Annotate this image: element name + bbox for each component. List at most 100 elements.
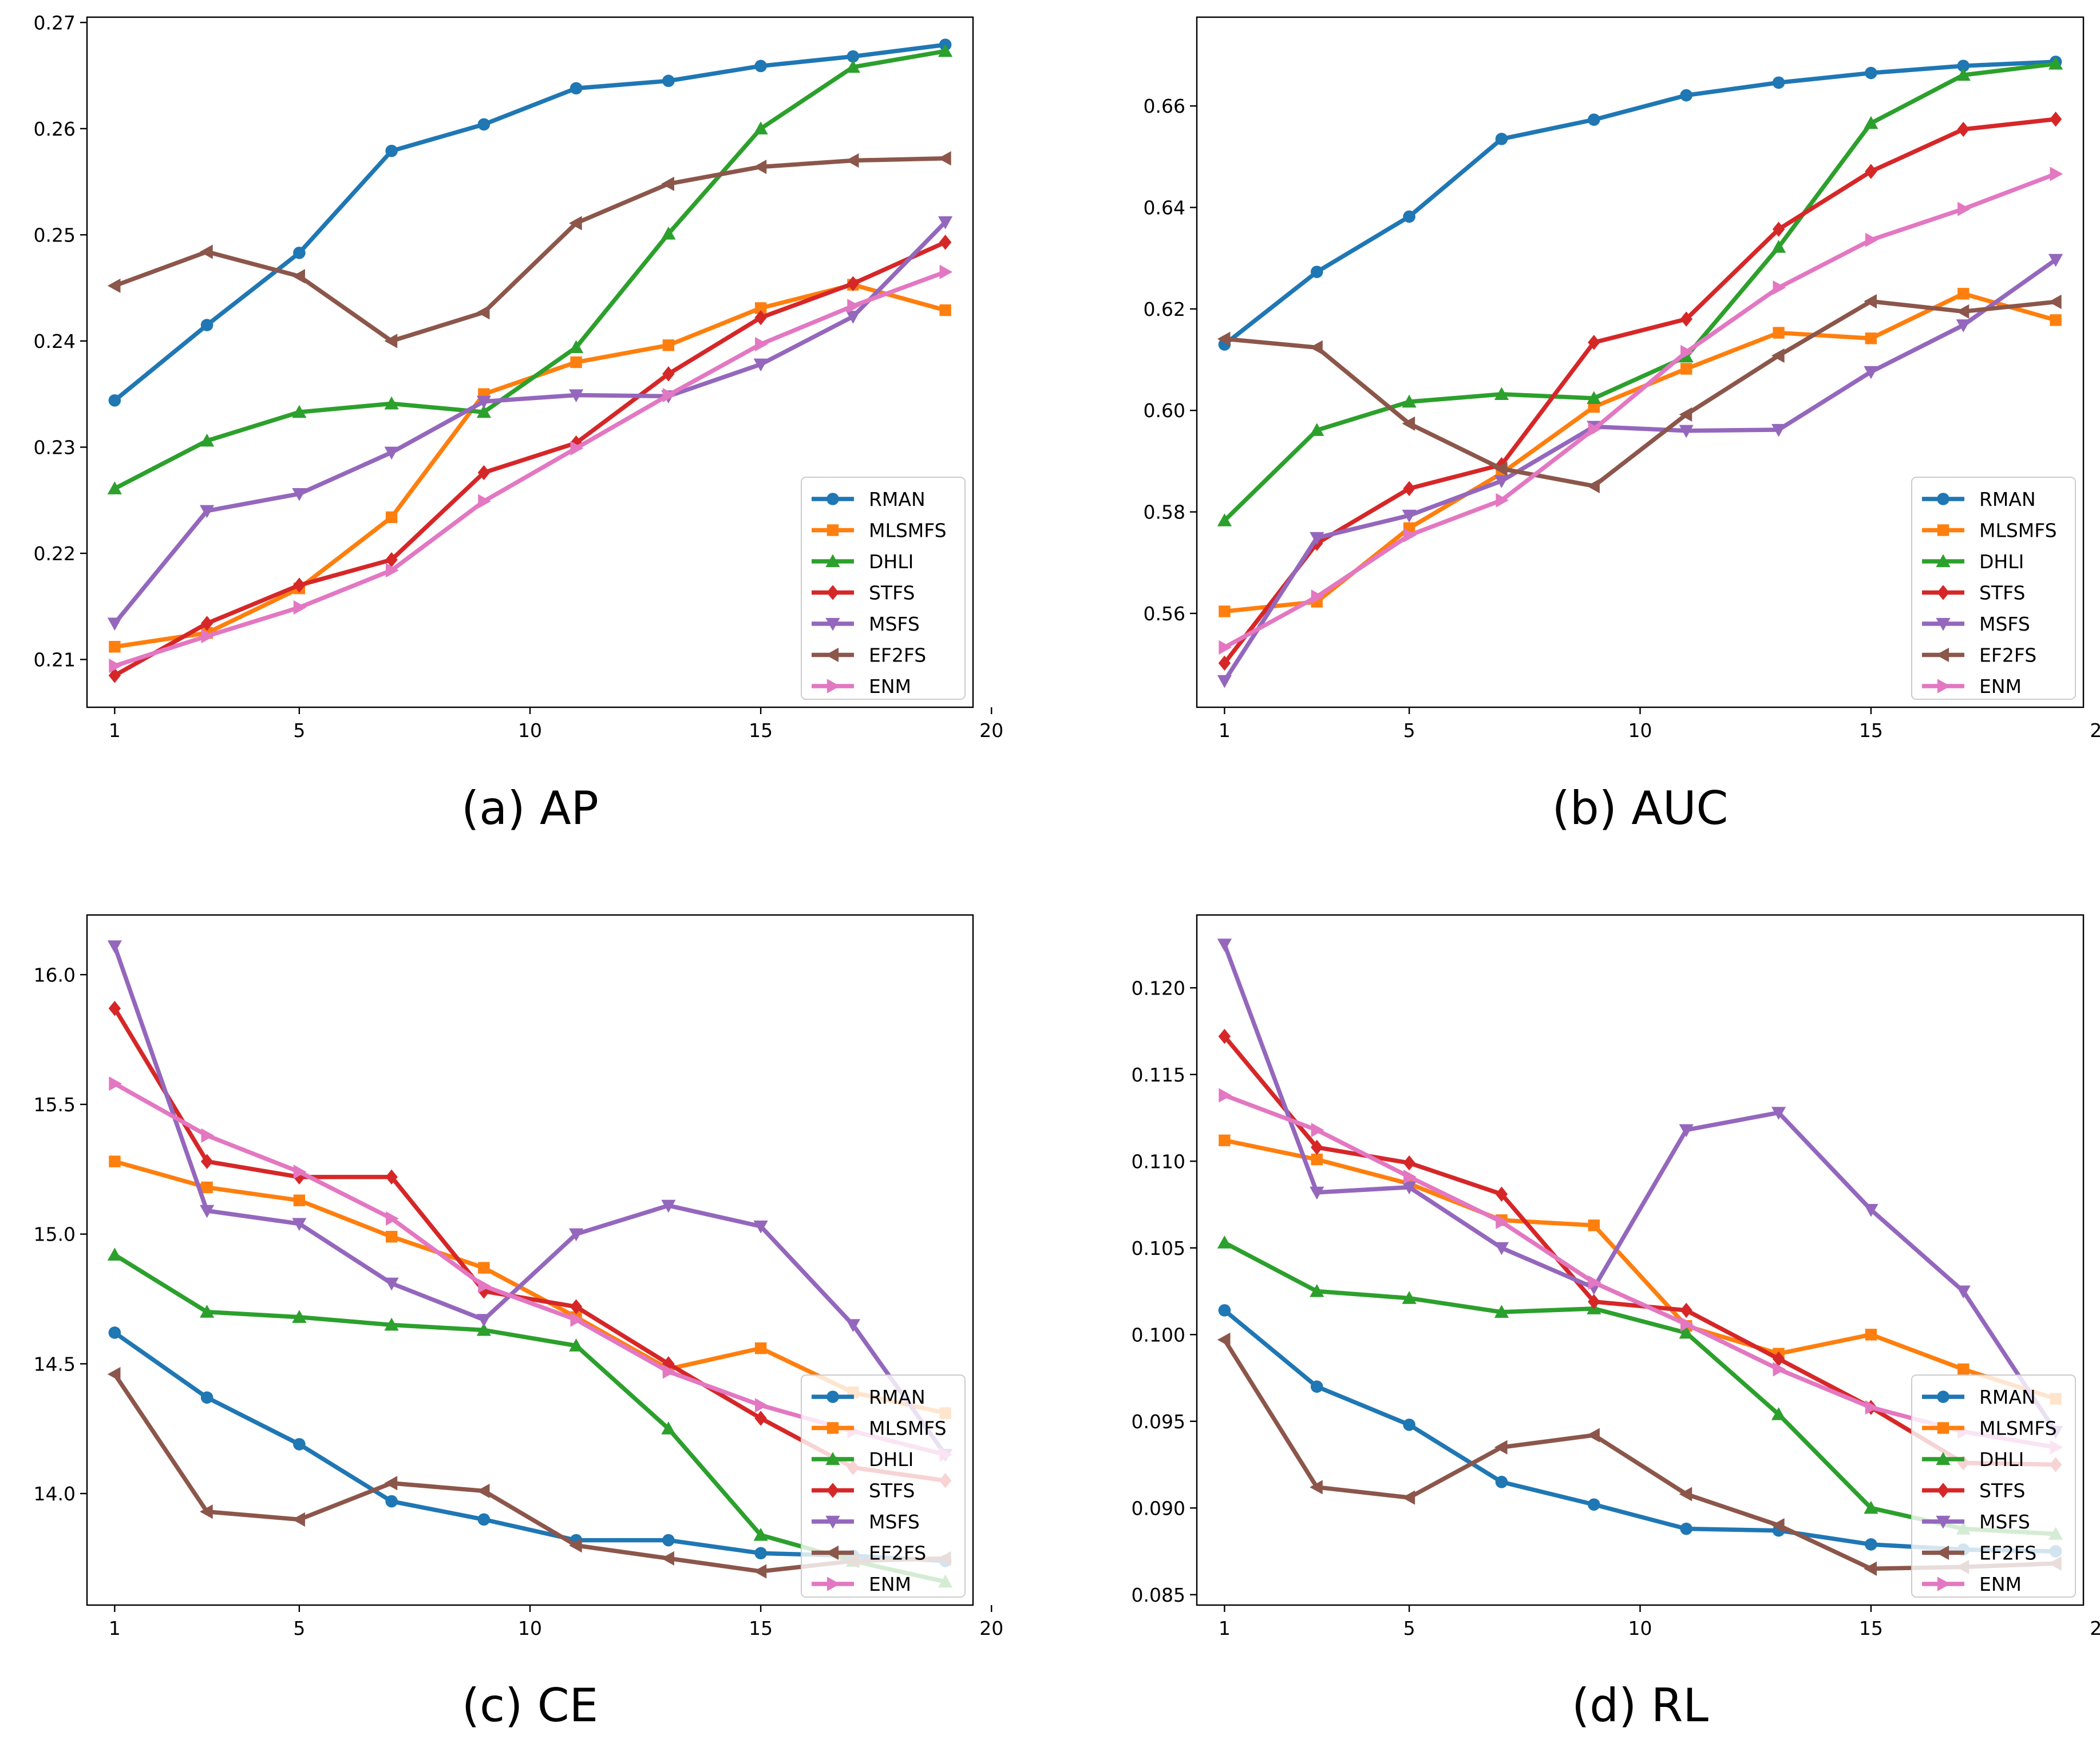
data-point-ef2fs xyxy=(1771,1518,1785,1533)
data-point-enm xyxy=(293,600,307,615)
chart-panel-ap: 1 5 10 15 200.210.220.230.240.250.260.27RMAN… xyxy=(34,11,1004,835)
data-point-dhli xyxy=(1679,1325,1694,1339)
data-point-mlsmfs xyxy=(754,1342,767,1354)
data-point-stfs xyxy=(1865,164,1877,179)
chart-panel-ce: 1 5 10 15 2014.014.515.015.516.0RMANMLSMFSDH… xyxy=(34,914,1003,1732)
data-point-rman xyxy=(1403,1419,1415,1431)
legend-label-dhli: DHLI xyxy=(1979,1448,2024,1471)
legend-label-rman: RMAN xyxy=(869,1386,926,1408)
data-point-msfs xyxy=(107,940,122,954)
legend-marker-msfs xyxy=(1936,617,1951,631)
data-point-dhli xyxy=(476,1322,491,1336)
data-point-msfs xyxy=(292,488,307,501)
series-line-msfs xyxy=(112,944,948,1457)
legend-marker-mlsmfs xyxy=(826,524,839,536)
data-point-mlsmfs xyxy=(201,1181,213,1194)
data-point-enm xyxy=(1588,422,1601,437)
data-point-ef2fs xyxy=(661,176,674,191)
data-point-dhli xyxy=(292,405,307,418)
legend-label-ef2fs: EF2FS xyxy=(1979,1542,2036,1564)
data-point-rman xyxy=(477,1513,491,1526)
series-line-stfs xyxy=(1222,117,2058,665)
data-point-ef2fs xyxy=(1494,1440,1508,1455)
data-point-rman xyxy=(293,247,306,259)
x-tick-label: 5 xyxy=(1403,719,1415,742)
legend-label-msfs: MSFS xyxy=(869,613,920,635)
data-point-dhli xyxy=(1402,1291,1417,1304)
data-point-ef2fs xyxy=(1771,348,1785,363)
data-point-rman xyxy=(1865,1538,1877,1551)
legend-label-mlsmfs: MLSMFS xyxy=(1979,1417,2057,1440)
data-point-enm xyxy=(478,494,491,509)
data-point-stfs xyxy=(662,366,675,382)
data-point-enm xyxy=(1773,1362,1786,1377)
x-tick-label: 1 xyxy=(109,1617,121,1639)
data-point-mlsmfs xyxy=(1957,1363,1970,1376)
data-point-enm xyxy=(1219,1088,1232,1103)
data-point-mlsmfs xyxy=(1311,1154,1323,1166)
data-point-msfs xyxy=(200,1205,215,1218)
data-point-msfs xyxy=(1217,675,1232,688)
series-line-stfs xyxy=(112,240,948,678)
legend-label-dhli: DHLI xyxy=(869,550,913,573)
data-point-ef2fs xyxy=(292,1512,305,1527)
data-point-ef2fs xyxy=(1310,1480,1323,1495)
legend-label-msfs: MSFS xyxy=(1979,613,2030,635)
legend: RMAN MLSMFS DHLI STFS MSFS EF2FS ENM xyxy=(1911,477,2076,700)
x-tick-label: 10 xyxy=(1628,719,1652,742)
legend: RMAN MLSMFS DHLI STFS MSFS EF2FS ENM xyxy=(801,1374,966,1598)
data-point-stfs xyxy=(570,1299,583,1314)
data-point-rman xyxy=(1680,89,1692,102)
data-point-msfs xyxy=(1310,1186,1324,1200)
legend-label-msfs: MSFS xyxy=(1979,1511,2030,1533)
legend-marker-rman xyxy=(1937,1391,1949,1403)
data-point-enm xyxy=(1311,1123,1324,1138)
data-point-stfs xyxy=(1772,221,1785,237)
series-line-dhli xyxy=(112,49,948,491)
data-point-dhli xyxy=(1956,68,1971,81)
y-tick-label: 0.26 xyxy=(34,118,76,140)
legend-box xyxy=(1911,1374,2076,1598)
legend-marker-rman xyxy=(1937,493,1949,505)
x-tick-label: 1 xyxy=(109,719,121,742)
data-point-enm xyxy=(570,441,584,455)
data-point-rman xyxy=(1218,1304,1231,1317)
data-point-rman xyxy=(385,144,398,157)
data-point-enm xyxy=(1219,640,1232,655)
data-point-mlsmfs xyxy=(1957,288,1970,300)
data-point-ef2fs xyxy=(1402,416,1415,431)
data-point-enm xyxy=(1680,1317,1694,1332)
data-point-dhli xyxy=(1864,116,1878,129)
data-point-msfs xyxy=(1402,509,1417,523)
data-point-enm xyxy=(1496,1214,1509,1229)
legend-label-ef2fs: EF2FS xyxy=(1979,644,2036,667)
data-point-mlsmfs xyxy=(293,1194,306,1206)
data-point-ef2fs xyxy=(1679,407,1692,422)
data-point-mlsmfs xyxy=(385,1230,398,1243)
data-point-mlsmfs xyxy=(109,1155,121,1167)
data-point-enm xyxy=(1403,528,1417,542)
data-point-msfs xyxy=(1771,1107,1786,1120)
data-point-stfs xyxy=(200,1154,213,1169)
data-point-dhli xyxy=(569,1338,584,1352)
data-point-rman xyxy=(1310,1380,1323,1393)
series-line-msfs xyxy=(1222,942,2058,1434)
legend-marker-mlsmfs xyxy=(1937,524,1949,536)
legend-label-stfs: STFS xyxy=(1979,1480,2025,1502)
data-point-msfs xyxy=(1771,423,1786,437)
data-point-dhli xyxy=(569,340,584,354)
legend-marker-enm xyxy=(826,679,840,694)
data-point-stfs xyxy=(662,1356,675,1372)
data-point-stfs xyxy=(1403,1155,1415,1171)
y-tick-label: 0.66 xyxy=(1144,95,1185,117)
data-point-ef2fs xyxy=(1494,461,1508,476)
data-point-rman xyxy=(662,74,675,88)
data-point-msfs xyxy=(569,389,584,403)
y-tick-label: 0.58 xyxy=(1144,501,1185,524)
legend-marker-enm xyxy=(826,1576,840,1591)
y-tick-label: 0.60 xyxy=(1144,399,1185,422)
data-point-msfs xyxy=(845,311,860,324)
legend: RMAN MLSMFS DHLI STFS MSFS EF2FS ENM xyxy=(801,477,966,700)
legend-label-rman: RMAN xyxy=(1979,1386,2036,1408)
data-point-mlsmfs xyxy=(478,1262,490,1274)
